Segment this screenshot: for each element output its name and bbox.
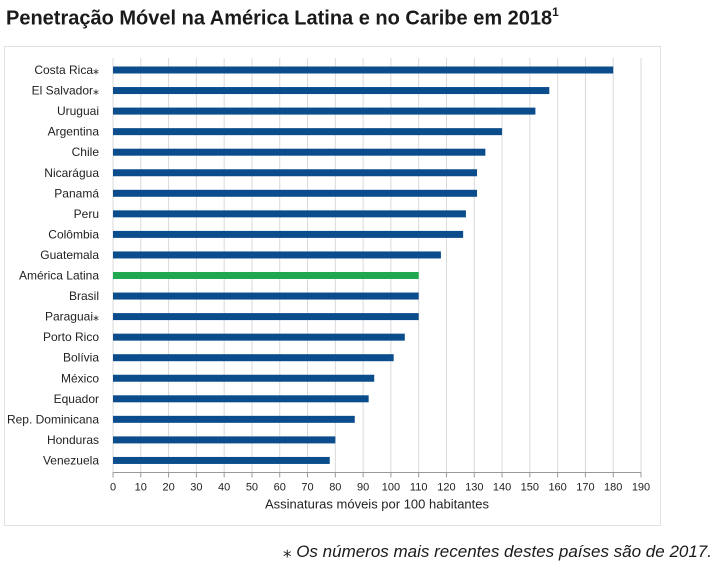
- category-label: Brasil: [69, 289, 99, 303]
- bar: [113, 333, 405, 341]
- bar: [113, 148, 486, 156]
- category-label: Argentina: [48, 125, 100, 139]
- bar-highlight: [113, 272, 419, 279]
- chart-panel: 0 10 20 30 40 50 60 70 80 90 100 110 120 130 140 150 160…: [4, 46, 661, 526]
- bar: [113, 210, 466, 218]
- gridlines: [112, 58, 642, 473]
- bar: [113, 128, 503, 136]
- x-tick-label: 110: [410, 481, 428, 493]
- category-label: Peru: [74, 207, 99, 221]
- x-tick-label: 40: [218, 481, 230, 493]
- category-label: Chile: [72, 145, 100, 159]
- x-tick-label: 90: [357, 481, 369, 493]
- x-tick-label: 100: [382, 481, 400, 493]
- category-label: Uruguai: [57, 104, 99, 118]
- bar-chart: 0 10 20 30 40 50 60 70 80 90 100 110 120 130 140 150 160…: [7, 58, 650, 511]
- category-label: Paraguai⁎: [45, 310, 99, 324]
- chart-title: Penetração Móvel na América Latina e no …: [6, 5, 559, 31]
- x-tick-label: 20: [162, 481, 174, 493]
- x-tick-label: 160: [548, 481, 566, 493]
- x-tick-label: 70: [301, 481, 313, 493]
- x-tick-label: 130: [465, 481, 483, 493]
- bar: [113, 395, 369, 403]
- x-tick-label: 120: [437, 481, 455, 493]
- x-tick-label: 150: [521, 481, 539, 493]
- category-label: México: [61, 371, 99, 385]
- category-label: Colômbia: [48, 227, 99, 241]
- bar: [113, 251, 441, 259]
- category-label: El Salvador⁎: [32, 84, 99, 98]
- category-label: Venezuela: [43, 453, 99, 467]
- bar: [113, 415, 355, 423]
- x-tick-label: 190: [632, 481, 650, 493]
- x-tick-label: 30: [190, 481, 202, 493]
- bar: [113, 66, 614, 74]
- bar: [113, 436, 336, 444]
- x-axis-title: Assinaturas móveis por 100 habitantes: [265, 496, 490, 511]
- bar: [113, 169, 478, 177]
- footnote: ⁎ Os números mais recentes destes países…: [282, 542, 712, 561]
- bar: [113, 189, 478, 197]
- x-tick-label: 0: [110, 481, 116, 493]
- category-label: Rep. Dominicana: [7, 412, 99, 426]
- bar: [113, 354, 394, 362]
- x-tick-label: 50: [246, 481, 258, 493]
- category-label: Honduras: [47, 433, 99, 447]
- category-label: Equador: [54, 392, 99, 406]
- bar: [113, 230, 464, 238]
- category-label: Panamá: [54, 186, 99, 200]
- category-label: Bolívia: [63, 351, 99, 365]
- x-tick-label: 80: [329, 481, 341, 493]
- x-tick-label: 180: [604, 481, 622, 493]
- category-label: América Latina: [19, 269, 99, 283]
- bar: [113, 456, 330, 464]
- chart-title-text: Penetração Móvel na América Latina e no …: [6, 7, 553, 30]
- bar: [113, 87, 550, 95]
- x-tick-label: 60: [274, 481, 286, 493]
- category-label: Nicarágua: [44, 166, 99, 180]
- category-label: Costa Rica⁎: [34, 63, 99, 77]
- title-footnote-marker: 1: [552, 5, 559, 19]
- category-label: Porto Rico: [43, 330, 99, 344]
- x-tick-label: 140: [493, 481, 511, 493]
- bar: [113, 313, 419, 321]
- x-tick-label: 170: [576, 481, 594, 493]
- category-label: Guatemala: [40, 248, 99, 262]
- bar: [113, 292, 419, 300]
- bar: [113, 107, 536, 115]
- x-tick-label: 10: [135, 481, 147, 493]
- bar: [113, 374, 375, 382]
